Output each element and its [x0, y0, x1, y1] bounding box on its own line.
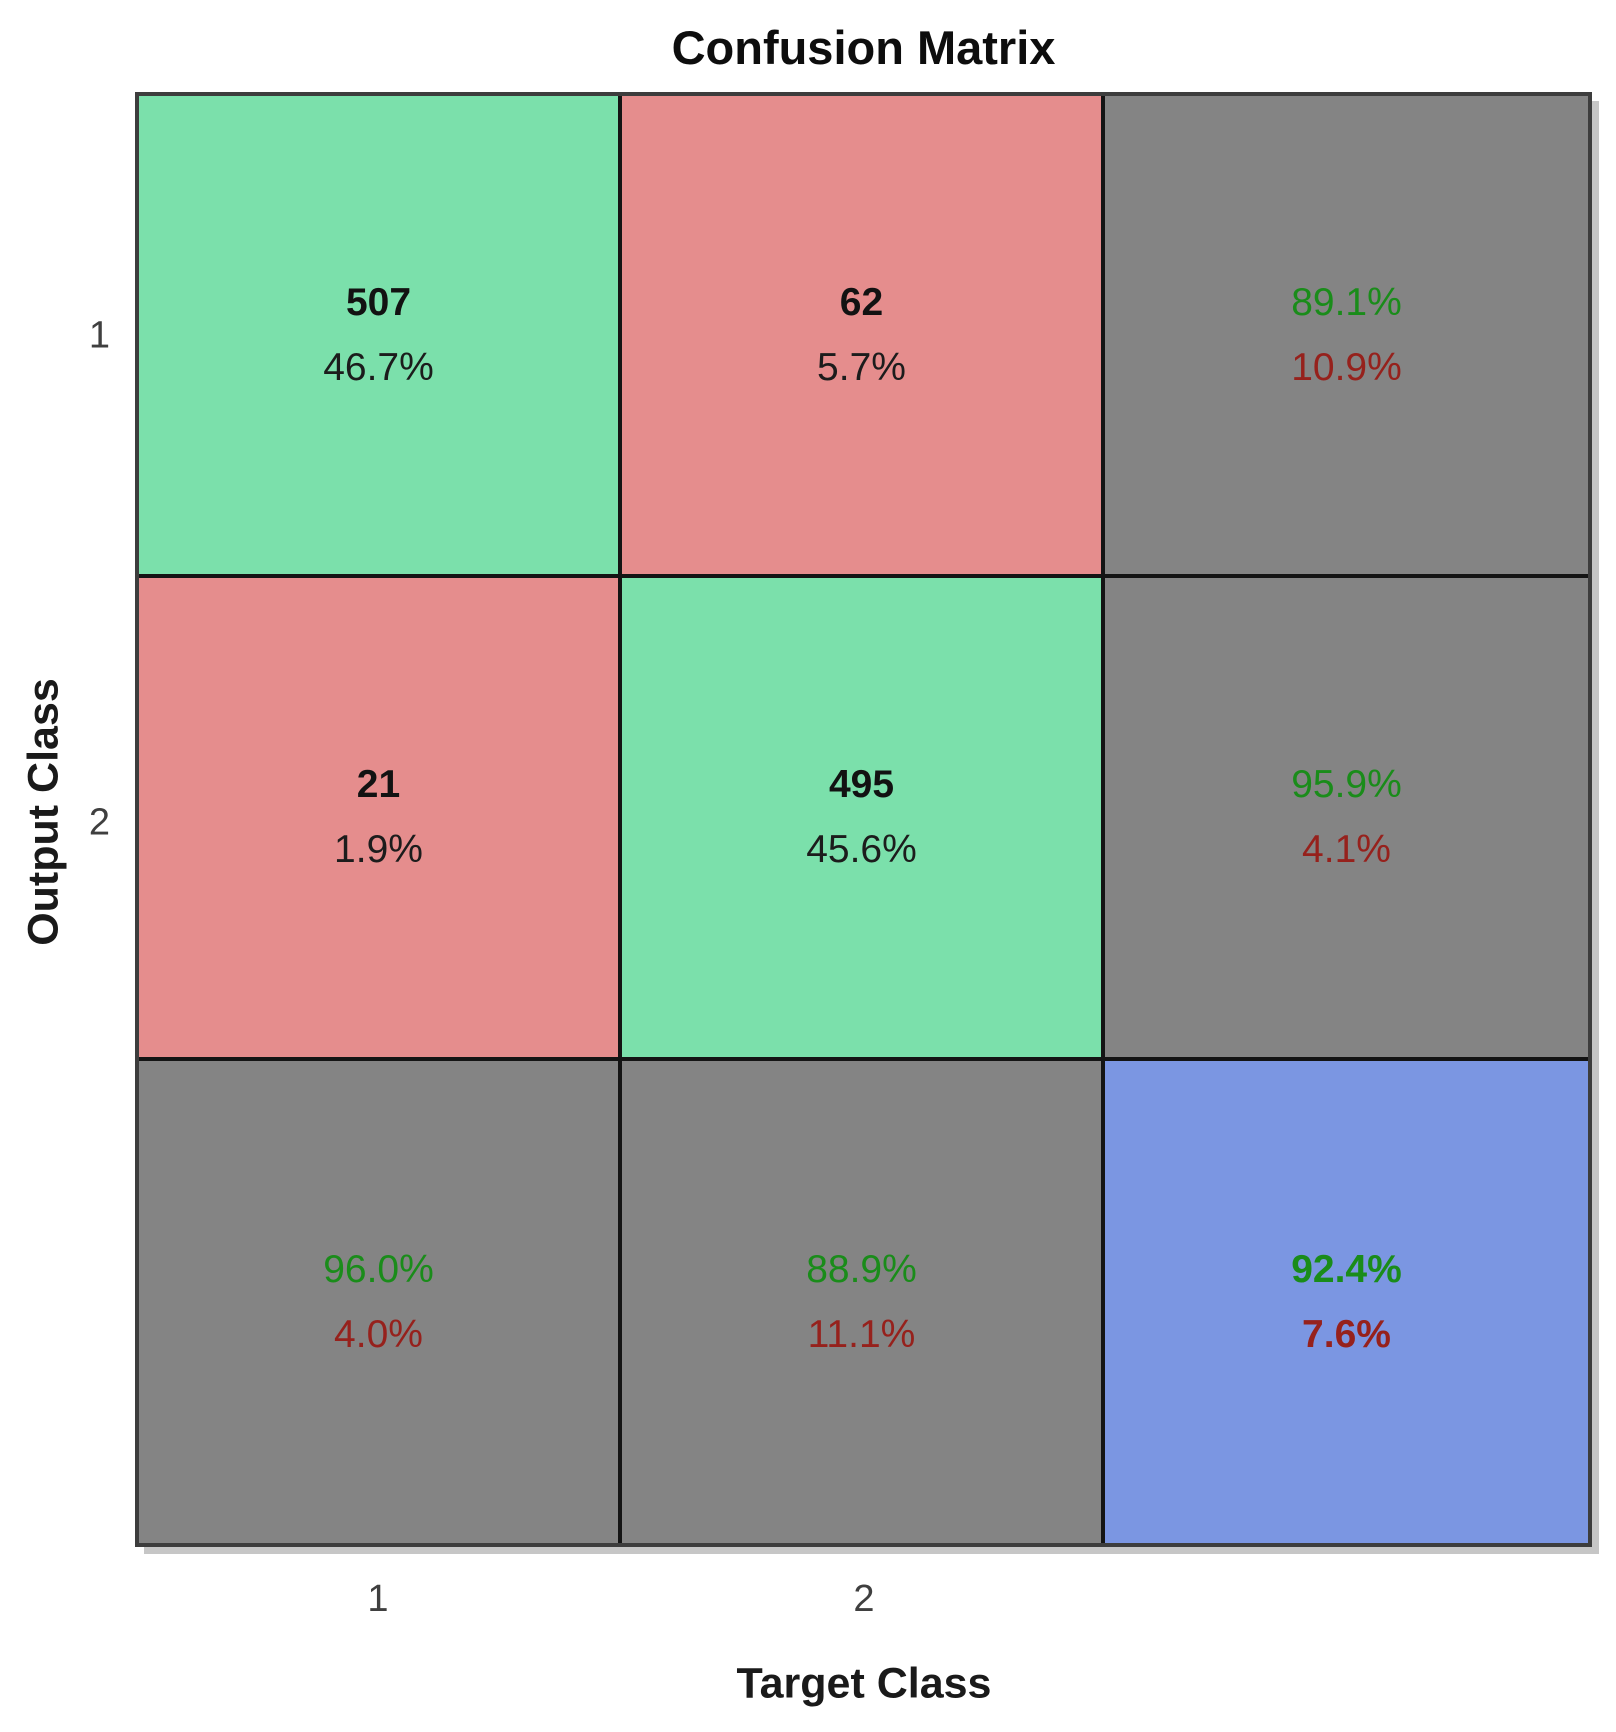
- cell-col1-summary: 96.0% 4.0%: [139, 1060, 622, 1543]
- cell-count: 507: [345, 281, 412, 325]
- cell-correct-percent: 89.1%: [1291, 281, 1402, 325]
- cell-percent: 45.6%: [806, 828, 917, 872]
- confusion-matrix-grid: 507 46.7% 62 5.7% 89.1% 10.9% 21 1.9% 49…: [135, 92, 1592, 1547]
- x-axis-tick-2: 2: [853, 1578, 875, 1620]
- cell-incorrect-percent: 11.1%: [807, 1312, 916, 1356]
- cell-col2-summary: 88.9% 11.1%: [622, 1060, 1105, 1543]
- cell-correct-percent: 88.9%: [806, 1247, 917, 1291]
- cell-correct-percent: 92.4%: [1291, 1247, 1402, 1291]
- cell-percent: 5.7%: [817, 346, 906, 390]
- cell-output1-target2: 62 5.7%: [622, 96, 1105, 579]
- cell-row2-summary: 95.9% 4.1%: [1105, 578, 1588, 1061]
- cell-correct-percent: 96.0%: [323, 1247, 434, 1291]
- cell-count: 21: [356, 763, 401, 807]
- cell-overall-total: 92.4% 7.6%: [1105, 1060, 1588, 1543]
- cell-output1-target1: 507 46.7%: [139, 96, 622, 579]
- cell-incorrect-percent: 4.0%: [334, 1312, 423, 1356]
- cell-output2-target1: 21 1.9%: [139, 578, 622, 1061]
- cell-percent: 46.7%: [323, 346, 434, 390]
- cell-correct-percent: 95.9%: [1291, 763, 1402, 807]
- cell-percent: 1.9%: [334, 828, 423, 872]
- cell-count: 62: [839, 281, 884, 325]
- x-axis-tick-1: 1: [367, 1578, 389, 1620]
- cell-count: 495: [828, 763, 895, 807]
- cell-row1-summary: 89.1% 10.9%: [1105, 96, 1588, 579]
- cell-incorrect-percent: 10.9%: [1291, 346, 1402, 390]
- cell-incorrect-percent: 7.6%: [1302, 1312, 1391, 1356]
- x-axis-label: Target Class: [736, 1659, 992, 1708]
- chart-title: Confusion Matrix: [671, 21, 1056, 74]
- y-axis-tick-1: 1: [88, 314, 110, 357]
- cell-output2-target2: 495 45.6%: [622, 578, 1105, 1061]
- y-axis-tick-2: 2: [88, 801, 110, 844]
- y-axis-label: Output Class: [19, 678, 68, 946]
- cell-incorrect-percent: 4.1%: [1302, 828, 1391, 872]
